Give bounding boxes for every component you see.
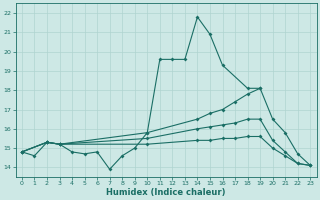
X-axis label: Humidex (Indice chaleur): Humidex (Indice chaleur) xyxy=(106,188,226,197)
